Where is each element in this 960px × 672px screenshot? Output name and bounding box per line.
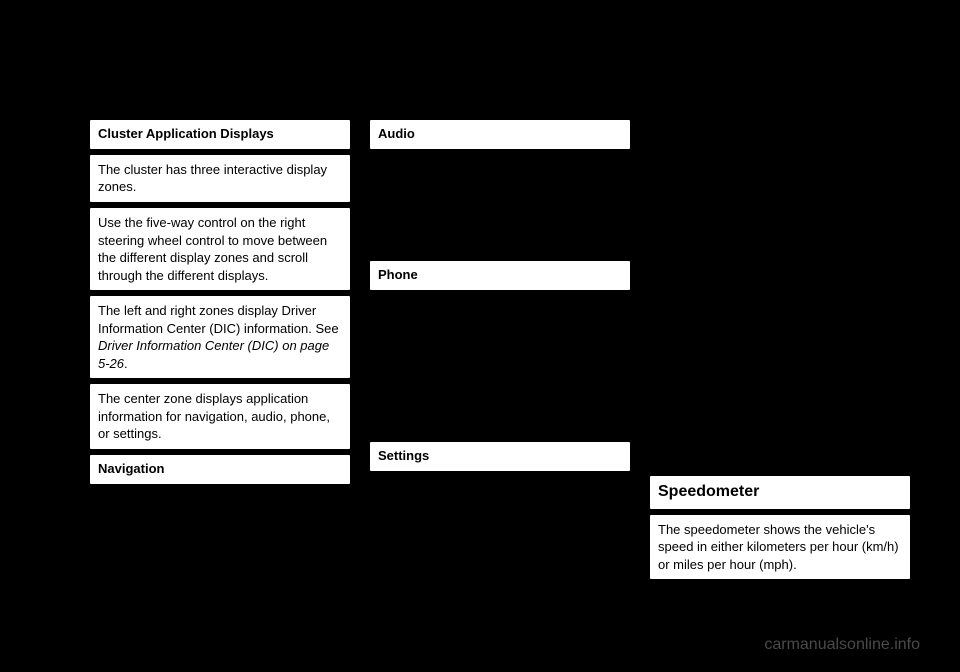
column-right: Speedometer The speedometer shows the ve… bbox=[650, 120, 910, 579]
heading-text: Cluster Application Displays bbox=[98, 126, 342, 143]
column-left: Cluster Application Displays The cluster… bbox=[90, 120, 350, 579]
text-span: The left and right zones display Driver … bbox=[98, 303, 339, 336]
audio-heading: Audio bbox=[370, 120, 630, 149]
watermark-text: carmanualsonline.info bbox=[764, 636, 920, 654]
spacer bbox=[370, 296, 630, 436]
spacer bbox=[370, 155, 630, 255]
body-text: The cluster has three interactive displa… bbox=[98, 161, 342, 196]
text-span: . bbox=[124, 356, 128, 371]
phone-heading: Phone bbox=[370, 261, 630, 290]
settings-heading: Settings bbox=[370, 442, 630, 471]
heading-text: Phone bbox=[378, 267, 622, 284]
heading-text: Settings bbox=[378, 448, 622, 465]
heading-text: Speedometer bbox=[658, 482, 902, 503]
paragraph-block: Use the five-way control on the right st… bbox=[90, 208, 350, 290]
navigation-heading: Navigation bbox=[90, 455, 350, 484]
paragraph-block: The center zone displays application inf… bbox=[90, 384, 350, 449]
body-text: The speedometer shows the vehicle's spee… bbox=[658, 521, 902, 574]
body-text: The left and right zones display Driver … bbox=[98, 302, 342, 372]
paragraph-block: The left and right zones display Driver … bbox=[90, 296, 350, 378]
heading-text: Audio bbox=[378, 126, 622, 143]
body-text: Use the five-way control on the right st… bbox=[98, 214, 342, 284]
italic-reference: Driver Information Center (DIC) on page … bbox=[98, 338, 329, 371]
column-center: Audio Phone Settings bbox=[370, 120, 630, 579]
heading-text: Navigation bbox=[98, 461, 342, 478]
body-text: The center zone displays application inf… bbox=[98, 390, 342, 443]
speedometer-heading: Speedometer bbox=[650, 476, 910, 509]
paragraph-block: The speedometer shows the vehicle's spee… bbox=[650, 515, 910, 580]
cluster-displays-heading: Cluster Application Displays bbox=[90, 120, 350, 149]
spacer bbox=[650, 120, 910, 470]
paragraph-block: The cluster has three interactive displa… bbox=[90, 155, 350, 202]
page-content: Cluster Application Displays The cluster… bbox=[0, 0, 960, 619]
